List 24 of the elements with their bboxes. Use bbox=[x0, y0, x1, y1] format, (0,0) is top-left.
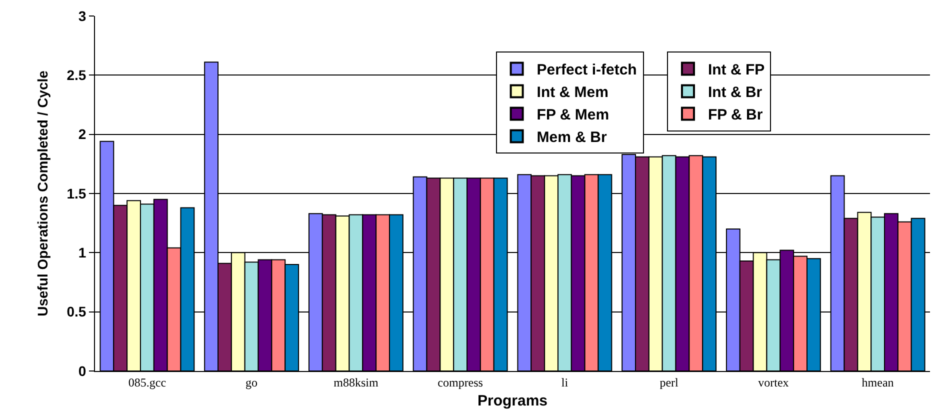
x-tick-label: hmean bbox=[862, 375, 894, 390]
legend-label: Int & Br bbox=[708, 84, 762, 102]
x-tick-label: compress bbox=[438, 375, 484, 390]
legend-label: Perfect i-fetch bbox=[536, 62, 637, 79]
legend-label: Int & FP bbox=[708, 62, 765, 79]
legend-label: Int & Mem bbox=[536, 84, 608, 102]
x-tick-label: li bbox=[561, 375, 569, 390]
x-tick-label: go bbox=[246, 375, 258, 390]
y-tick-label: 3 bbox=[78, 8, 86, 24]
y-tick-label: 2 bbox=[78, 126, 86, 142]
legend-label: Mem & Br bbox=[536, 129, 607, 146]
y-tick-label: 1.5 bbox=[66, 185, 86, 202]
x-axis-title: Programs bbox=[477, 392, 548, 410]
x-tick-label: m88ksim bbox=[334, 375, 379, 390]
legend-label: FP & Mem bbox=[536, 106, 610, 124]
y-tick-label: 1 bbox=[78, 244, 86, 261]
x-tick-label: vortex bbox=[758, 375, 789, 390]
y-tick-label: 2.5 bbox=[66, 67, 86, 84]
x-tick-label: perl bbox=[660, 375, 680, 390]
y-tick-label: 0 bbox=[78, 362, 86, 379]
legend-label: FP & Br bbox=[708, 106, 763, 124]
y-axis-title: Useful Operations Completed / Cycle bbox=[34, 70, 50, 316]
y-tick-label: 0.5 bbox=[66, 304, 86, 320]
x-tick-label: 085.gcc bbox=[128, 375, 166, 390]
